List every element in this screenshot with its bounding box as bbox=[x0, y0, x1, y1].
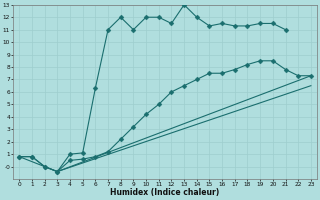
X-axis label: Humidex (Indice chaleur): Humidex (Indice chaleur) bbox=[110, 188, 220, 197]
